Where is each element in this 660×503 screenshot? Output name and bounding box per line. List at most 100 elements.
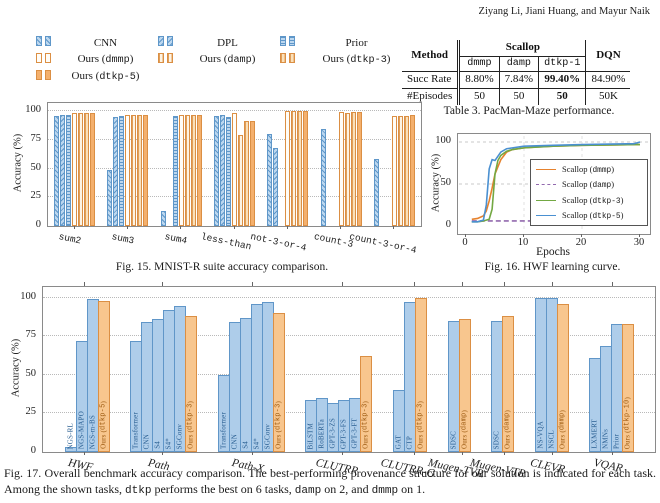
legend-item: Scallop (dtkp-3) xyxy=(536,195,642,206)
legend-label: Scallop (dtkp-5) xyxy=(562,209,624,221)
gridline xyxy=(48,110,421,112)
legend-label: Scallop (damp) xyxy=(562,179,615,191)
table3-scallop-header: Scallop xyxy=(458,40,586,57)
bar xyxy=(303,111,309,226)
axis-tick xyxy=(252,452,253,455)
bar xyxy=(231,113,237,226)
bar-label: Ours (dtkp-3) xyxy=(274,401,283,449)
bar xyxy=(113,116,119,226)
x-tick-label: 10 xyxy=(517,237,529,248)
axis-tick xyxy=(252,282,253,286)
bar-group: Transformer CNN S4 S4* SGConv Ours (dtkp-3) xyxy=(130,305,198,452)
bar: Ours (dtkp-5) xyxy=(97,300,110,452)
bar: Ours (dmmp) xyxy=(556,303,569,452)
bar xyxy=(249,121,255,226)
table3-cell: 50 xyxy=(498,88,539,105)
axis-tick xyxy=(233,226,235,229)
table3-method-header: Method xyxy=(402,40,461,73)
axis-tick xyxy=(340,226,342,229)
bar-label: Ours (damp) xyxy=(503,409,512,449)
fig17-bars: NGS-RL NGS-MAPO NGS-m-BS Ours (dtkp-5) Trans… xyxy=(43,287,655,452)
axis-tick xyxy=(552,282,553,286)
x-tick-label: sum2 xyxy=(57,231,82,247)
legend-swatch xyxy=(158,53,173,66)
fig17-caption: Fig. 17. Overall benchmark accuracy comp… xyxy=(4,466,656,497)
bar xyxy=(60,114,66,226)
bar-label: NMNs xyxy=(601,429,610,449)
bar xyxy=(184,114,190,226)
axis-tick xyxy=(414,452,415,455)
pacman-maze-table: Method Scallop DQN dmmp damp dtkp-1 Succ… xyxy=(402,40,631,105)
bar xyxy=(338,112,344,226)
legend-swatch xyxy=(36,53,51,66)
legend-swatch xyxy=(280,36,295,49)
bar-label: GAT xyxy=(394,434,403,449)
y-tick-label: 100 xyxy=(20,290,36,302)
axis-tick xyxy=(465,234,466,237)
legend-swatch xyxy=(36,70,51,83)
bar xyxy=(225,116,231,226)
bar xyxy=(54,115,60,226)
bar xyxy=(78,113,84,226)
bar xyxy=(160,211,166,226)
bar xyxy=(143,114,149,226)
bar-group: Transformer CNN S4 S4* SGConv Ours (dtkp-3) xyxy=(217,302,285,452)
table3-row-label: Succ Rate xyxy=(402,71,461,90)
legend-swatch-box xyxy=(36,36,42,46)
bar-label: Prior xyxy=(612,434,621,449)
y-tick-label: 50 xyxy=(25,367,37,379)
table-row: #Episodes 50 50 50 50K xyxy=(402,88,631,105)
bar xyxy=(107,169,113,226)
bar xyxy=(131,114,137,226)
legend-swatch xyxy=(158,36,173,49)
bar xyxy=(66,114,72,226)
bar-label: NGS-m-BS xyxy=(88,414,97,449)
axis-tick xyxy=(523,234,524,237)
bar-group xyxy=(314,103,367,226)
y-tick-label: 75 xyxy=(25,329,37,341)
bar xyxy=(403,115,409,226)
gridline xyxy=(43,296,655,298)
bar xyxy=(297,111,303,226)
bar-label: CNN xyxy=(142,433,151,449)
x-tick-label: 30 xyxy=(633,237,645,248)
legend-item: Scallop (dmmp) xyxy=(536,164,642,175)
bar xyxy=(213,115,219,226)
bar-label: Ours (dtkp-5) xyxy=(99,401,108,449)
bar-label: S4 xyxy=(153,441,162,449)
gridline xyxy=(43,335,655,337)
bar-label: S4* xyxy=(164,437,173,450)
legend-swatch-box xyxy=(158,36,164,46)
bar-label: NGS-RL xyxy=(66,422,75,449)
fig16-legend: Scallop (dmmp) Scallop (damp) Scallop (dtk… xyxy=(530,159,648,226)
x-tick-label: sum3 xyxy=(110,231,136,247)
bar xyxy=(344,113,350,226)
x-tick-label: less-than xyxy=(199,231,252,253)
legend-item: Scallop (damp) xyxy=(536,179,642,190)
table3-subheader-dtkp1: dtkp-1 xyxy=(538,56,586,73)
legend-item: CNN xyxy=(36,36,154,49)
table3-dqn-header: DQN xyxy=(585,40,631,73)
axis-tick xyxy=(462,452,463,455)
bar xyxy=(350,112,356,226)
legend-swatch-box xyxy=(289,36,295,46)
axis-tick xyxy=(552,452,553,455)
legend-label: Scallop (dmmp) xyxy=(562,164,615,175)
y-tick-label: 25 xyxy=(25,406,37,418)
bar-label: RoBERTa xyxy=(317,419,326,449)
axis-tick xyxy=(126,226,128,229)
bar-label: LXMERT xyxy=(590,419,599,449)
bar-label: NGS-MAPO xyxy=(77,410,86,449)
bar-label: CNN xyxy=(230,433,239,449)
x-tick-label: 0 xyxy=(462,237,468,248)
axis-tick xyxy=(581,234,582,237)
axis-tick xyxy=(393,226,395,229)
bar xyxy=(267,134,273,226)
bar-label: NS-VQA xyxy=(536,421,545,449)
bar: Ours (damp) xyxy=(502,316,515,452)
bar: Ours (dtkp-3) xyxy=(272,313,285,452)
bar-label: SGConv xyxy=(175,423,184,449)
fig16-x-axis-label: Epochs xyxy=(536,246,570,258)
axis-tick xyxy=(73,226,75,229)
